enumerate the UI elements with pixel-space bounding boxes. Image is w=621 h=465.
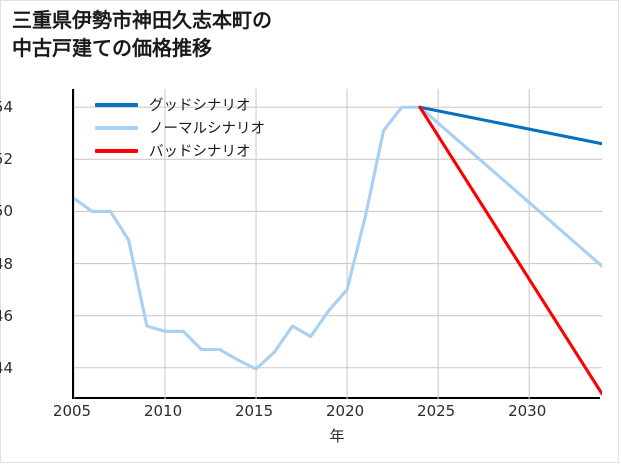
legend-color-swatch <box>95 125 138 130</box>
legend-color-swatch <box>95 102 138 107</box>
y-tick-label: 46 <box>0 306 13 325</box>
x-tick-label: 2020 <box>326 402 365 420</box>
legend-item[interactable]: ノーマルシナリオ <box>95 116 295 139</box>
legend-item[interactable]: バッドシナリオ <box>95 139 295 162</box>
plot-area <box>72 89 602 399</box>
x-tick-label: 2015 <box>234 402 274 420</box>
y-tick-label: 44 <box>0 358 13 377</box>
legend-item-label: ノーマルシナリオ <box>149 121 265 137</box>
y-tick-label: 48 <box>0 254 13 273</box>
chart-series-line <box>418 105 602 146</box>
chart-title: 三重県伊勢市神田久志本町の 中古戸建ての価格推移 <box>12 8 272 60</box>
chart-series-line <box>418 105 602 396</box>
legend-item-label: グッドシナリオ <box>149 98 251 114</box>
x-axis-label: 年 <box>329 427 345 445</box>
chart-canvas <box>74 89 602 399</box>
chart-series-line <box>74 105 602 371</box>
legend-item[interactable]: グッドシナリオ <box>95 93 295 116</box>
x-tick-label: 2025 <box>417 402 456 420</box>
y-tick-label: 50 <box>0 202 13 221</box>
chart-legend: グッドシナリオ ノーマルシナリオ バッドシナリオ <box>95 93 295 162</box>
y-tick-label: 52 <box>0 150 13 169</box>
x-tick-label: 2010 <box>143 402 183 420</box>
x-tick-label: 2005 <box>52 402 92 420</box>
legend-color-swatch <box>95 148 138 153</box>
x-tick-label: 2030 <box>508 402 547 420</box>
legend-item-label: バッドシナリオ <box>149 144 251 160</box>
y-tick-label: 54 <box>0 98 13 117</box>
